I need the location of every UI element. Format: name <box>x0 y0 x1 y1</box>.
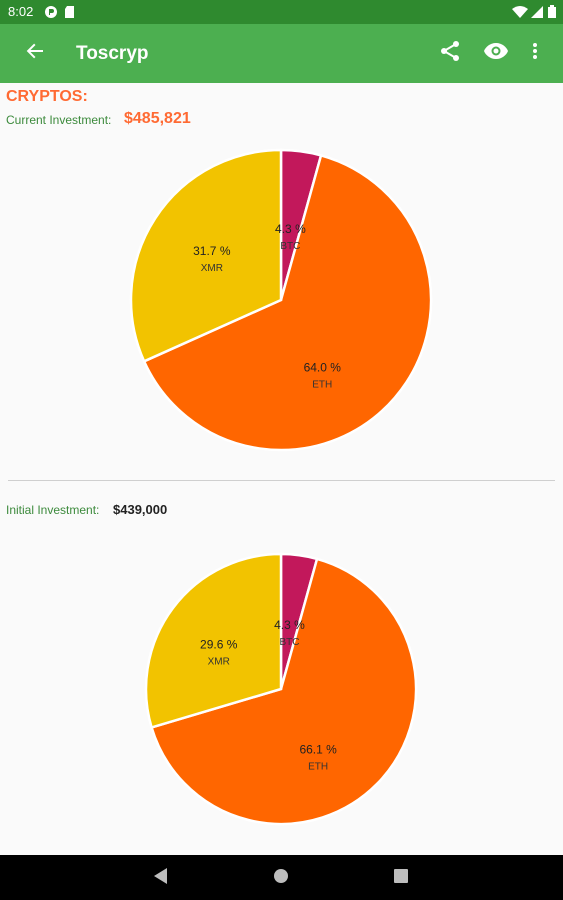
pie-category-label-eth: ETH <box>312 379 332 390</box>
pie-percent-label-xmr: 29.6 % <box>200 638 238 652</box>
overflow-menu-button[interactable] <box>520 38 550 68</box>
pie-slice-xmr <box>129 148 283 363</box>
signal-icon <box>531 5 543 18</box>
initial-investment-label: Initial Investment: <box>6 503 100 517</box>
more-vert-icon <box>533 42 537 64</box>
pie-category-label-xmr: XMR <box>208 657 230 668</box>
share-icon <box>439 40 461 67</box>
status-time: 8:02 <box>8 4 34 19</box>
visibility-button[interactable] <box>481 38 511 68</box>
current-investment-label: Current Investment: <box>6 113 112 127</box>
nav-home-icon <box>273 868 289 889</box>
sd-card-icon <box>64 5 76 18</box>
status-bar: 8:02 <box>0 0 563 24</box>
nav-back-icon <box>154 867 168 889</box>
section-title: CRYPTOS: <box>6 88 88 105</box>
nav-recents-button[interactable] <box>392 868 410 888</box>
pie-slice-eth <box>150 557 418 826</box>
nav-recents-icon <box>394 868 408 888</box>
nav-back-button[interactable] <box>152 867 170 889</box>
battery-icon <box>548 5 556 18</box>
pie-slice-xmr <box>144 552 283 730</box>
share-button[interactable] <box>435 38 465 68</box>
pie-category-label-eth: ETH <box>308 761 328 772</box>
navigation-bar <box>0 855 563 900</box>
back-arrow-icon <box>26 42 44 65</box>
pie-percent-label-btc: 4.3 % <box>275 222 306 236</box>
eye-icon <box>484 42 508 64</box>
app-notification-icon <box>45 5 57 18</box>
pie-category-label-btc: BTC <box>279 637 299 648</box>
current-investment-value: $485,821 <box>124 110 191 127</box>
pie-percent-label-xmr: 31.7 % <box>193 244 231 258</box>
pie-percent-label-btc: 4.3 % <box>274 618 305 632</box>
initial-investment-value: $439,000 <box>113 502 168 517</box>
app-bar: Toscryp <box>0 24 563 83</box>
initial-allocation-pie-chart: 4.3 % BTC 66.1 % ETH 29.6 % XMR <box>144 552 418 826</box>
app-title: Toscryp <box>76 43 149 64</box>
pie-percent-label-eth: 66.1 % <box>299 742 337 756</box>
nav-home-button[interactable] <box>272 868 290 889</box>
pie-percent-label-eth: 64.0 % <box>304 360 342 374</box>
pie-category-label-xmr: XMR <box>201 263 223 274</box>
pie-slice-eth <box>142 153 433 452</box>
wifi-icon <box>512 5 528 18</box>
current-allocation-pie-chart: 4.3 % BTC 64.0 % ETH 31.7 % XMR <box>129 148 433 452</box>
back-button[interactable] <box>20 38 50 68</box>
divider <box>8 480 555 481</box>
pie-category-label-btc: BTC <box>280 241 300 252</box>
